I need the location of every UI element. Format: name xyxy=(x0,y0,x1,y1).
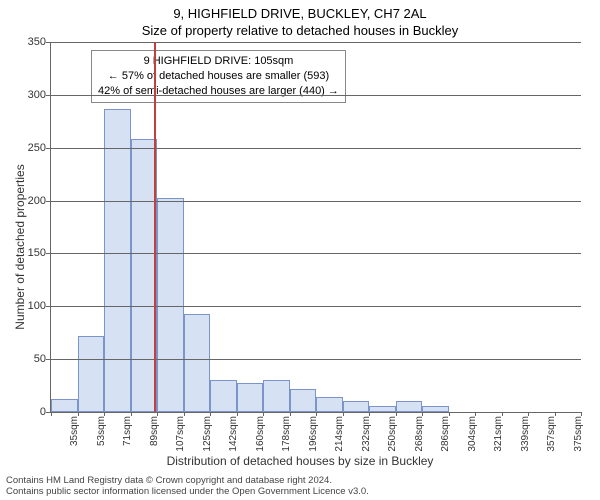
histogram-bar xyxy=(369,406,396,412)
y-gridline xyxy=(51,359,581,360)
histogram-bar xyxy=(104,109,131,412)
x-tick-label: 250sqm xyxy=(387,416,398,452)
subject-marker-line xyxy=(154,42,156,412)
x-tick-label: 196sqm xyxy=(308,416,319,452)
histogram-bar xyxy=(157,198,184,412)
x-tick xyxy=(51,412,52,416)
histogram-bar xyxy=(237,383,264,412)
x-tick-label: 125sqm xyxy=(202,416,213,452)
x-tick xyxy=(422,412,423,416)
x-tick-label: 71sqm xyxy=(122,416,133,446)
x-tick-label: 214sqm xyxy=(334,416,345,452)
histogram-bar xyxy=(263,380,290,412)
y-axis-label: Number of detached properties xyxy=(13,97,27,397)
x-axis-label: Distribution of detached houses by size … xyxy=(0,454,600,468)
y-tick xyxy=(46,359,51,360)
x-tick xyxy=(528,412,529,416)
histogram-bar xyxy=(184,314,211,412)
x-tick xyxy=(396,412,397,416)
y-tick xyxy=(46,253,51,254)
y-gridline xyxy=(51,148,581,149)
x-tick xyxy=(263,412,264,416)
histogram-bar xyxy=(290,389,317,412)
x-tick xyxy=(502,412,503,416)
histogram-bar xyxy=(396,401,423,412)
histogram-bar xyxy=(78,336,105,412)
x-tick-label: 268sqm xyxy=(414,416,425,452)
y-tick xyxy=(46,95,51,96)
y-tick xyxy=(46,148,51,149)
x-tick xyxy=(343,412,344,416)
x-tick xyxy=(157,412,158,416)
y-tick-label: 100 xyxy=(28,300,46,312)
plot-area: 9 HIGHFIELD DRIVE: 105sqm← 57% of detach… xyxy=(50,42,581,413)
y-tick xyxy=(46,201,51,202)
annotation-line: 42% of semi-detached houses are larger (… xyxy=(98,84,339,99)
x-tick xyxy=(104,412,105,416)
x-tick-label: 35sqm xyxy=(69,416,80,446)
x-tick xyxy=(581,412,582,416)
x-tick-label: 286sqm xyxy=(440,416,451,452)
x-tick-label: 178sqm xyxy=(281,416,292,452)
y-gridline xyxy=(51,253,581,254)
x-tick xyxy=(290,412,291,416)
footer-line-2: Contains public sector information licen… xyxy=(6,487,369,498)
attribution-footer: Contains HM Land Registry data © Crown c… xyxy=(6,476,369,498)
histogram-bar xyxy=(210,380,237,412)
chart-title-main: 9, HIGHFIELD DRIVE, BUCKLEY, CH7 2AL xyxy=(0,6,600,21)
histogram-bar xyxy=(316,397,343,412)
y-tick-label: 350 xyxy=(28,36,46,48)
y-tick-label: 300 xyxy=(28,89,46,101)
x-tick-label: 304sqm xyxy=(467,416,478,452)
x-tick-label: 160sqm xyxy=(255,416,266,452)
x-tick-label: 375sqm xyxy=(573,416,584,452)
x-tick-label: 107sqm xyxy=(175,416,186,452)
annotation-line: ← 57% of detached houses are smaller (59… xyxy=(98,69,339,84)
x-tick xyxy=(184,412,185,416)
x-tick-label: 89sqm xyxy=(149,416,160,446)
y-tick xyxy=(46,42,51,43)
x-tick xyxy=(449,412,450,416)
x-tick xyxy=(555,412,556,416)
y-tick-label: 0 xyxy=(40,406,46,418)
y-gridline xyxy=(51,201,581,202)
x-tick-label: 142sqm xyxy=(228,416,239,452)
chart-title-sub: Size of property relative to detached ho… xyxy=(0,23,600,38)
histogram-bar xyxy=(51,399,78,412)
x-tick-label: 321sqm xyxy=(493,416,504,452)
chart-container: 9, HIGHFIELD DRIVE, BUCKLEY, CH7 2AL Siz… xyxy=(0,0,600,500)
x-tick xyxy=(210,412,211,416)
histogram-bar xyxy=(422,406,449,412)
x-tick xyxy=(369,412,370,416)
histogram-bar xyxy=(343,401,370,412)
histogram-bar xyxy=(131,139,158,412)
x-tick xyxy=(131,412,132,416)
y-tick-label: 200 xyxy=(28,195,46,207)
x-tick xyxy=(78,412,79,416)
x-tick-label: 232sqm xyxy=(361,416,372,452)
annotation-line: 9 HIGHFIELD DRIVE: 105sqm xyxy=(98,54,339,69)
x-tick xyxy=(475,412,476,416)
y-tick-label: 250 xyxy=(28,142,46,154)
y-gridline xyxy=(51,95,581,96)
y-tick-label: 50 xyxy=(34,353,46,365)
y-gridline xyxy=(51,306,581,307)
x-tick xyxy=(316,412,317,416)
y-gridline xyxy=(51,42,581,43)
x-tick xyxy=(237,412,238,416)
x-tick-label: 53sqm xyxy=(96,416,107,446)
y-tick xyxy=(46,306,51,307)
x-tick-label: 339sqm xyxy=(520,416,531,452)
x-tick-label: 357sqm xyxy=(546,416,557,452)
y-tick-label: 150 xyxy=(28,247,46,259)
